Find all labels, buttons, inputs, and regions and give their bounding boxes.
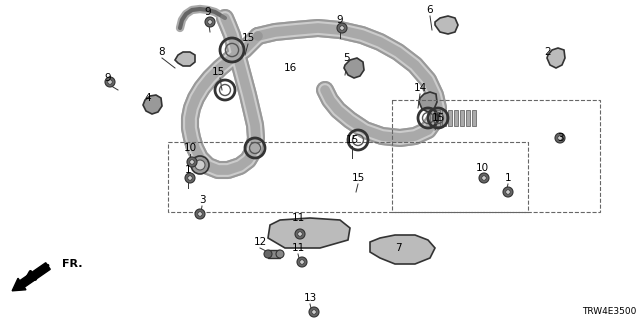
Bar bbox=[466, 110, 470, 126]
Bar bbox=[460, 110, 464, 126]
Circle shape bbox=[298, 232, 302, 236]
Circle shape bbox=[105, 77, 115, 87]
Text: 6: 6 bbox=[427, 5, 433, 15]
Text: 2: 2 bbox=[545, 47, 551, 57]
Circle shape bbox=[482, 176, 486, 180]
Circle shape bbox=[187, 157, 197, 167]
Bar bbox=[392, 100, 600, 212]
Circle shape bbox=[195, 160, 205, 170]
Bar bbox=[268, 250, 280, 258]
Text: 12: 12 bbox=[253, 237, 267, 247]
Circle shape bbox=[188, 176, 192, 180]
Text: 9: 9 bbox=[337, 15, 343, 25]
Text: 15: 15 bbox=[241, 33, 255, 43]
Circle shape bbox=[503, 187, 513, 197]
Text: 14: 14 bbox=[413, 83, 427, 93]
Text: 15: 15 bbox=[346, 135, 358, 145]
Text: 9: 9 bbox=[105, 73, 111, 83]
Circle shape bbox=[208, 20, 212, 24]
Text: 15: 15 bbox=[351, 173, 365, 183]
Circle shape bbox=[108, 80, 112, 84]
Polygon shape bbox=[419, 92, 437, 112]
Bar bbox=[472, 110, 476, 126]
Polygon shape bbox=[268, 218, 350, 248]
Circle shape bbox=[189, 160, 195, 164]
Circle shape bbox=[297, 257, 307, 267]
Polygon shape bbox=[143, 95, 162, 114]
Text: 9: 9 bbox=[205, 7, 211, 17]
Circle shape bbox=[198, 212, 202, 216]
Circle shape bbox=[300, 260, 304, 264]
Bar bbox=[430, 110, 434, 126]
Text: 16: 16 bbox=[284, 63, 296, 73]
Circle shape bbox=[185, 173, 195, 183]
Text: 10: 10 bbox=[476, 163, 488, 173]
Polygon shape bbox=[370, 235, 435, 264]
Bar bbox=[436, 110, 440, 126]
Circle shape bbox=[309, 307, 319, 317]
Text: 1: 1 bbox=[505, 173, 511, 183]
Circle shape bbox=[205, 17, 215, 27]
Polygon shape bbox=[435, 16, 458, 34]
Ellipse shape bbox=[276, 250, 284, 258]
Circle shape bbox=[295, 229, 305, 239]
Polygon shape bbox=[175, 52, 195, 66]
Bar bbox=[454, 110, 458, 126]
Polygon shape bbox=[547, 48, 565, 68]
Text: 1: 1 bbox=[185, 165, 191, 175]
Text: 10: 10 bbox=[184, 143, 196, 153]
Circle shape bbox=[557, 136, 563, 140]
Bar bbox=[448, 110, 452, 126]
FancyArrow shape bbox=[12, 263, 51, 291]
Text: 11: 11 bbox=[291, 243, 305, 253]
Circle shape bbox=[191, 156, 209, 174]
Text: TRW4E3500: TRW4E3500 bbox=[582, 307, 636, 316]
Circle shape bbox=[479, 173, 489, 183]
Text: 7: 7 bbox=[395, 243, 401, 253]
Text: 3: 3 bbox=[198, 195, 205, 205]
Text: 8: 8 bbox=[159, 47, 165, 57]
Text: 3: 3 bbox=[557, 133, 563, 143]
Circle shape bbox=[312, 310, 316, 314]
Bar bbox=[442, 110, 446, 126]
Text: 4: 4 bbox=[145, 93, 151, 103]
Polygon shape bbox=[344, 58, 364, 78]
Text: 5: 5 bbox=[344, 53, 350, 63]
Circle shape bbox=[337, 23, 347, 33]
Bar bbox=[168, 142, 528, 212]
Text: 13: 13 bbox=[303, 293, 317, 303]
Text: FR.: FR. bbox=[62, 259, 83, 269]
Text: 15: 15 bbox=[211, 67, 225, 77]
Circle shape bbox=[340, 26, 344, 30]
Circle shape bbox=[195, 209, 205, 219]
Circle shape bbox=[555, 133, 565, 143]
Text: 15: 15 bbox=[431, 113, 445, 123]
Circle shape bbox=[506, 190, 510, 194]
Text: 11: 11 bbox=[291, 213, 305, 223]
Ellipse shape bbox=[264, 250, 272, 258]
